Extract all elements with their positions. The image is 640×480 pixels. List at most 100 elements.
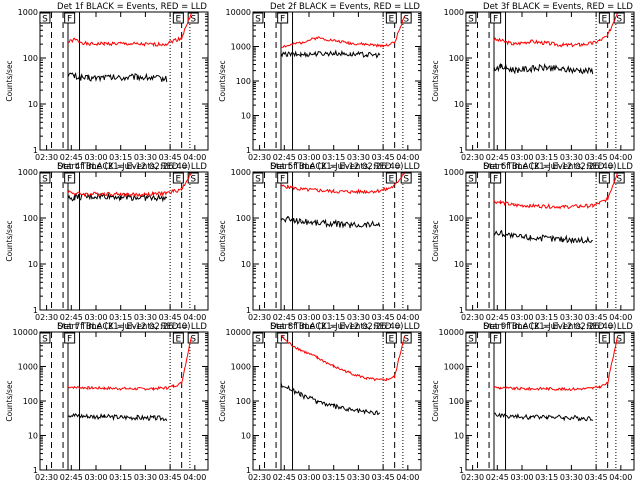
- x-tick-label: 03:00: [84, 313, 107, 322]
- x-axis-label: Start Time (21-Jul-12 02:26:40): [484, 322, 617, 332]
- y-tick-label: 1000: [18, 168, 38, 177]
- marker-box: [400, 12, 412, 24]
- x-tick-label: 03:30: [134, 313, 157, 322]
- x-tick-label: 02:45: [60, 313, 83, 322]
- marker-label: E: [176, 175, 182, 185]
- series-line-lld: [67, 336, 192, 392]
- marker-box: [613, 172, 625, 184]
- y-tick-label: 100: [236, 77, 251, 86]
- marker-label: S: [616, 15, 622, 25]
- chart-panel-5: Det 5f BLACK = Events, RED = LLD 1 10 100 10…: [218, 162, 422, 332]
- plot-frame: [252, 11, 422, 151]
- y-tick-label: 10000: [439, 328, 464, 337]
- marker-box: [385, 12, 397, 24]
- chart-panel-4: Det 4f BLACK = Events, RED = LLD 1 10 100 10…: [5, 162, 209, 332]
- marker-label: S: [403, 175, 409, 185]
- marker-box: [385, 332, 397, 344]
- series-line-lld: [280, 16, 405, 48]
- x-tick-label: 03:45: [585, 153, 608, 162]
- marker-box: [172, 332, 184, 344]
- marker-label: S: [42, 175, 48, 185]
- x-tick-label: 03:00: [297, 153, 320, 162]
- x-tick-label: 03:45: [159, 153, 182, 162]
- x-tick-label: 03:00: [84, 473, 107, 480]
- chart-title: Det 4f BLACK = Events, RED = LLD: [57, 162, 207, 172]
- x-tick-label: 03:00: [297, 473, 320, 480]
- y-tick-label: 10: [241, 432, 251, 441]
- y-tick-label: 100: [449, 54, 464, 63]
- x-tick-label: 03:00: [510, 473, 533, 480]
- marker-box: [490, 12, 502, 24]
- marker-label: S: [42, 335, 48, 345]
- x-tick-label: 03:15: [535, 473, 558, 480]
- y-tick-label: 100: [236, 214, 251, 223]
- y-tick-label: 100: [449, 397, 464, 406]
- y-axis-label: Counts/sec: [218, 220, 227, 261]
- series-line-lld: [280, 334, 405, 382]
- marker-label: F: [67, 335, 72, 345]
- chart-title: Det 3f BLACK = Events, RED = LLD: [483, 2, 633, 12]
- marker-box: [598, 172, 610, 184]
- y-tick-label: 100: [23, 397, 38, 406]
- x-tick-label: 02:30: [35, 473, 58, 480]
- y-axis-label: Counts/sec: [5, 60, 14, 101]
- marker-box: [385, 172, 397, 184]
- x-tick-label: 02:30: [248, 473, 271, 480]
- x-tick-label: 03:30: [347, 313, 370, 322]
- series-line-events: [493, 412, 594, 422]
- marker-box: [598, 332, 610, 344]
- marker-label: E: [602, 175, 608, 185]
- y-tick-label: 100: [449, 214, 464, 223]
- chart-panel-8: Det 8f BLACK = Events, RED = LLD 1 10 100 10…: [218, 322, 422, 480]
- y-tick-label: 1: [246, 306, 251, 315]
- y-tick-label: 1000: [444, 8, 464, 17]
- x-tick-label: 02:45: [273, 473, 296, 480]
- chart-title: Det 7f BLACK = Events, RED = LLD: [57, 322, 207, 332]
- marker-box: [465, 332, 477, 344]
- x-tick-label: 03:30: [560, 473, 583, 480]
- y-tick-label: 10: [28, 260, 38, 269]
- chart-title: Det 6f BLACK = Events, RED = LLD: [483, 162, 633, 172]
- x-tick-label: 02:30: [461, 473, 484, 480]
- y-tick-label: 1: [459, 306, 464, 315]
- x-tick-label: 03:45: [585, 473, 608, 480]
- y-tick-label: 100: [236, 397, 251, 406]
- marker-box: [172, 172, 184, 184]
- x-tick-label: 04:00: [396, 473, 419, 480]
- x-tick-label: 03:00: [510, 313, 533, 322]
- y-tick-label: 1: [246, 466, 251, 475]
- chart-title: Det 5f BLACK = Events, RED = LLD: [270, 162, 420, 172]
- marker-label: F: [493, 15, 498, 25]
- marker-box: [187, 332, 199, 344]
- x-tick-label: 03:45: [585, 313, 608, 322]
- marker-box: [277, 12, 289, 24]
- series-line-lld: [493, 336, 618, 392]
- y-axis-label: Counts/sec: [431, 60, 440, 101]
- marker-box: [64, 12, 76, 24]
- marker-label: E: [389, 335, 395, 345]
- marker-label: S: [190, 335, 196, 345]
- x-tick-label: 04:00: [396, 153, 419, 162]
- y-tick-label: 10: [241, 112, 251, 121]
- x-tick-label: 02:45: [60, 473, 83, 480]
- x-tick-label: 02:30: [35, 313, 58, 322]
- marker-label: F: [493, 175, 498, 185]
- series-line-lld: [67, 13, 192, 48]
- x-tick-label: 03:45: [159, 473, 182, 480]
- marker-label: S: [255, 175, 261, 185]
- x-tick-label: 03:45: [372, 473, 395, 480]
- marker-label: S: [616, 175, 622, 185]
- chart-panel-1: Det 1f BLACK = Events, RED = LLD 1 10 100 10…: [5, 2, 209, 172]
- x-tick-label: 03:30: [560, 313, 583, 322]
- plot-frame: [252, 171, 422, 311]
- x-tick-label: 02:30: [248, 313, 271, 322]
- marker-label: S: [403, 335, 409, 345]
- x-tick-label: 04:00: [183, 153, 206, 162]
- x-tick-label: 03:45: [372, 153, 395, 162]
- x-tick-label: 03:15: [322, 473, 345, 480]
- chart-title: Det 1f BLACK = Events, RED = LLD: [57, 2, 207, 12]
- x-tick-label: 02:30: [248, 153, 271, 162]
- marker-label: E: [389, 15, 395, 25]
- series-line-events: [67, 412, 168, 422]
- x-tick-label: 02:30: [461, 313, 484, 322]
